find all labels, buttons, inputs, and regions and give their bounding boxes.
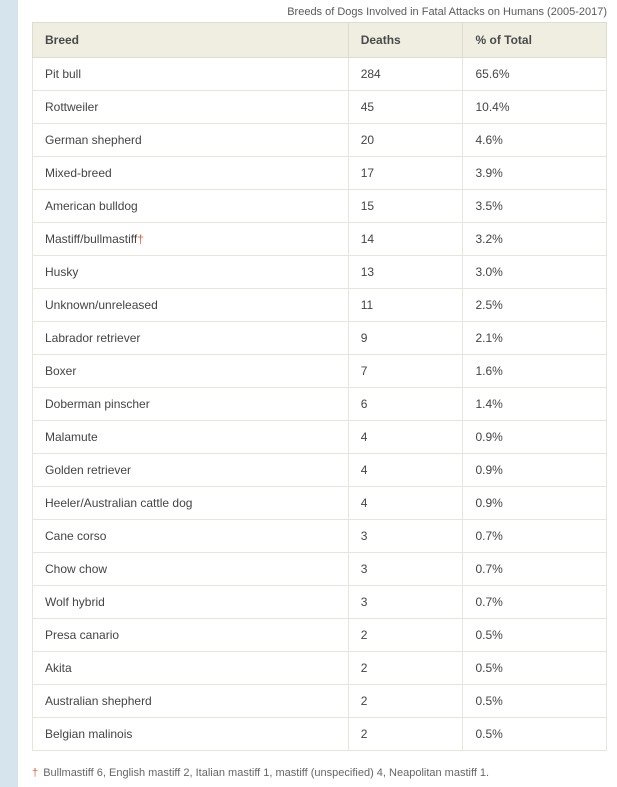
footnote-text: Bullmastiff 6, English mastiff 2, Italia…: [43, 767, 489, 779]
cell-deaths: 2: [348, 718, 463, 751]
table-row: Chow chow30.7%: [33, 553, 607, 586]
table-row: Labrador retriever92.1%: [33, 322, 607, 355]
table-row: Boxer71.6%: [33, 355, 607, 388]
cell-deaths: 4: [348, 421, 463, 454]
cell-breed: Wolf hybrid: [33, 586, 349, 619]
table-row: Heeler/Australian cattle dog40.9%: [33, 487, 607, 520]
cell-pct: 0.9%: [463, 421, 607, 454]
table-row: Rottweiler4510.4%: [33, 91, 607, 124]
table-row: Australian shepherd20.5%: [33, 685, 607, 718]
table-row: Cane corso30.7%: [33, 520, 607, 553]
cell-deaths: 3: [348, 553, 463, 586]
table-row: German shepherd204.6%: [33, 124, 607, 157]
cell-pct: 0.5%: [463, 718, 607, 751]
cell-pct: 3.5%: [463, 190, 607, 223]
cell-breed: Husky: [33, 256, 349, 289]
cell-pct: 0.7%: [463, 520, 607, 553]
cell-deaths: 284: [348, 58, 463, 91]
cell-deaths: 2: [348, 652, 463, 685]
cell-deaths: 11: [348, 289, 463, 322]
cell-breed: Doberman pinscher: [33, 388, 349, 421]
cell-breed: Akita: [33, 652, 349, 685]
cell-pct: 0.9%: [463, 487, 607, 520]
cell-deaths: 20: [348, 124, 463, 157]
table-row: Pit bull28465.6%: [33, 58, 607, 91]
table-row: Presa canario20.5%: [33, 619, 607, 652]
cell-breed: Unknown/unreleased: [33, 289, 349, 322]
cell-breed: Belgian malinois: [33, 718, 349, 751]
cell-breed: Cane corso: [33, 520, 349, 553]
table-row: Unknown/unreleased112.5%: [33, 289, 607, 322]
cell-breed: Mastiff/bullmastiff†: [33, 223, 349, 256]
dagger-icon: †: [137, 232, 144, 246]
cell-pct: 2.1%: [463, 322, 607, 355]
cell-pct: 0.7%: [463, 586, 607, 619]
cell-deaths: 3: [348, 586, 463, 619]
cell-pct: 3.2%: [463, 223, 607, 256]
cell-breed: Boxer: [33, 355, 349, 388]
left-accent-bar: [0, 0, 18, 787]
cell-deaths: 3: [348, 520, 463, 553]
cell-pct: 3.0%: [463, 256, 607, 289]
table-caption: Breeds of Dogs Involved in Fatal Attacks…: [32, 0, 617, 22]
cell-breed: Heeler/Australian cattle dog: [33, 487, 349, 520]
col-header-breed: Breed: [33, 23, 349, 58]
table-row: Doberman pinscher61.4%: [33, 388, 607, 421]
cell-deaths: 9: [348, 322, 463, 355]
cell-breed: Presa canario: [33, 619, 349, 652]
cell-breed: Labrador retriever: [33, 322, 349, 355]
cell-breed: Rottweiler: [33, 91, 349, 124]
cell-pct: 0.9%: [463, 454, 607, 487]
cell-breed: American bulldog: [33, 190, 349, 223]
cell-breed: German shepherd: [33, 124, 349, 157]
cell-deaths: 14: [348, 223, 463, 256]
cell-deaths: 2: [348, 619, 463, 652]
col-header-pct: % of Total: [463, 23, 607, 58]
cell-deaths: 2: [348, 685, 463, 718]
cell-breed: Golden retriever: [33, 454, 349, 487]
table-row: Akita20.5%: [33, 652, 607, 685]
cell-deaths: 15: [348, 190, 463, 223]
table-row: American bulldog153.5%: [33, 190, 607, 223]
table-row: Malamute40.9%: [33, 421, 607, 454]
cell-deaths: 4: [348, 454, 463, 487]
cell-pct: 0.5%: [463, 619, 607, 652]
cell-pct: 10.4%: [463, 91, 607, 124]
table-row: Mastiff/bullmastiff†143.2%: [33, 223, 607, 256]
cell-breed: Chow chow: [33, 553, 349, 586]
cell-pct: 3.9%: [463, 157, 607, 190]
table-row: Mixed-breed173.9%: [33, 157, 607, 190]
cell-deaths: 13: [348, 256, 463, 289]
cell-breed: Mixed-breed: [33, 157, 349, 190]
table-row: Wolf hybrid30.7%: [33, 586, 607, 619]
cell-breed: Pit bull: [33, 58, 349, 91]
cell-deaths: 45: [348, 91, 463, 124]
cell-deaths: 4: [348, 487, 463, 520]
table-row: Husky133.0%: [33, 256, 607, 289]
breeds-table: Breed Deaths % of Total Pit bull28465.6%…: [32, 22, 607, 751]
col-header-deaths: Deaths: [348, 23, 463, 58]
dagger-icon: †: [32, 767, 38, 779]
footnote: † Bullmastiff 6, English mastiff 2, Ital…: [32, 751, 617, 787]
table-header-row: Breed Deaths % of Total: [33, 23, 607, 58]
cell-pct: 2.5%: [463, 289, 607, 322]
cell-deaths: 17: [348, 157, 463, 190]
cell-pct: 0.5%: [463, 685, 607, 718]
table-row: Golden retriever40.9%: [33, 454, 607, 487]
cell-pct: 65.6%: [463, 58, 607, 91]
cell-pct: 0.7%: [463, 553, 607, 586]
cell-breed: Australian shepherd: [33, 685, 349, 718]
cell-deaths: 7: [348, 355, 463, 388]
cell-pct: 4.6%: [463, 124, 607, 157]
cell-pct: 1.4%: [463, 388, 607, 421]
cell-pct: 0.5%: [463, 652, 607, 685]
cell-breed: Malamute: [33, 421, 349, 454]
cell-pct: 1.6%: [463, 355, 607, 388]
table-row: Belgian malinois20.5%: [33, 718, 607, 751]
cell-deaths: 6: [348, 388, 463, 421]
